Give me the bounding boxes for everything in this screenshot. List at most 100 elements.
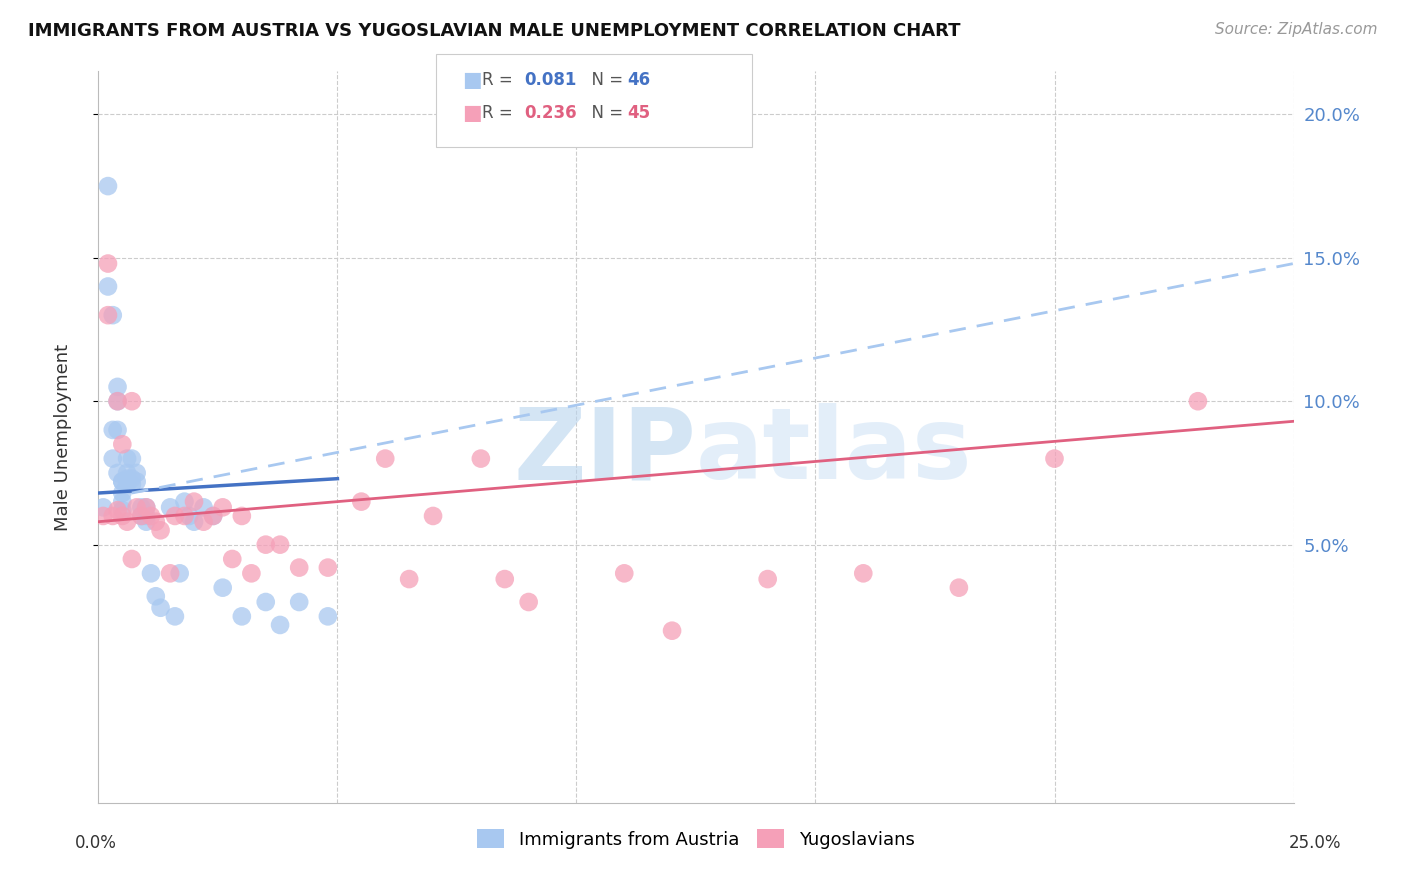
Point — [107, 466, 129, 480]
Point — [139, 566, 162, 581]
Text: ■: ■ — [463, 103, 482, 123]
Point — [125, 500, 148, 515]
Y-axis label: Male Unemployment: Male Unemployment — [53, 343, 72, 531]
Point — [97, 256, 120, 270]
Point — [101, 423, 124, 437]
Point — [163, 609, 186, 624]
Point — [97, 279, 120, 293]
Point — [107, 380, 129, 394]
Text: Source: ZipAtlas.com: Source: ZipAtlas.com — [1215, 22, 1378, 37]
Point — [111, 494, 134, 508]
Point — [316, 609, 339, 624]
Point — [115, 466, 138, 480]
Point — [131, 508, 153, 523]
Point — [661, 624, 683, 638]
Point — [350, 494, 373, 508]
Point — [101, 308, 124, 322]
Point — [121, 552, 143, 566]
Point — [111, 475, 134, 489]
Point — [1187, 394, 1209, 409]
Point — [121, 477, 143, 491]
Point — [139, 508, 162, 523]
Point — [107, 423, 129, 437]
Point — [269, 538, 291, 552]
Point — [125, 466, 148, 480]
Point — [111, 475, 134, 489]
Text: ■: ■ — [463, 70, 482, 90]
Point — [135, 500, 157, 515]
Point — [470, 451, 492, 466]
Point — [288, 560, 311, 574]
Point — [316, 560, 339, 574]
Point — [149, 600, 172, 615]
Point — [111, 486, 134, 500]
Point — [125, 475, 148, 489]
Point — [211, 500, 233, 515]
Point — [111, 503, 134, 517]
Point — [107, 394, 129, 409]
Point — [613, 566, 636, 581]
Legend: Immigrants from Austria, Yugoslavians: Immigrants from Austria, Yugoslavians — [470, 822, 922, 856]
Point — [173, 508, 195, 523]
Text: 0.081: 0.081 — [524, 71, 576, 89]
Point — [121, 394, 143, 409]
Text: R =: R = — [482, 104, 519, 122]
Point — [115, 477, 138, 491]
Point — [183, 515, 205, 529]
Point — [159, 566, 181, 581]
Point — [183, 494, 205, 508]
Point — [756, 572, 779, 586]
Point — [193, 515, 215, 529]
Point — [131, 508, 153, 523]
Point — [101, 451, 124, 466]
Text: 0.0%: 0.0% — [75, 834, 117, 852]
Point — [269, 618, 291, 632]
Point — [107, 394, 129, 409]
Point — [107, 503, 129, 517]
Point — [135, 515, 157, 529]
Point — [193, 500, 215, 515]
Point — [179, 508, 201, 523]
Point — [374, 451, 396, 466]
Point — [202, 508, 225, 523]
Text: R =: R = — [482, 71, 519, 89]
Point — [145, 589, 167, 603]
Point — [398, 572, 420, 586]
Point — [145, 515, 167, 529]
Point — [254, 538, 277, 552]
Point — [101, 508, 124, 523]
Point — [91, 500, 114, 515]
Text: 0.236: 0.236 — [524, 104, 576, 122]
Point — [135, 508, 157, 523]
Point — [211, 581, 233, 595]
Point — [111, 508, 134, 523]
Point — [173, 494, 195, 508]
Point — [111, 437, 134, 451]
Text: 45: 45 — [627, 104, 650, 122]
Point — [852, 566, 875, 581]
Text: N =: N = — [581, 71, 628, 89]
Point — [422, 508, 444, 523]
Point — [231, 508, 253, 523]
Point — [1043, 451, 1066, 466]
Point — [115, 451, 138, 466]
Point — [135, 500, 157, 515]
Point — [948, 581, 970, 595]
Point — [288, 595, 311, 609]
Text: 25.0%: 25.0% — [1288, 834, 1341, 852]
Point — [494, 572, 516, 586]
Text: 46: 46 — [627, 71, 650, 89]
Point — [149, 524, 172, 538]
Text: ZIP: ZIP — [513, 403, 696, 500]
Point — [97, 308, 120, 322]
Point — [169, 566, 191, 581]
Text: atlas: atlas — [696, 403, 973, 500]
Point — [97, 179, 120, 194]
Point — [121, 451, 143, 466]
Point — [240, 566, 263, 581]
Point — [202, 508, 225, 523]
Point — [221, 552, 243, 566]
Point — [131, 500, 153, 515]
Point — [163, 508, 186, 523]
Text: IMMIGRANTS FROM AUSTRIA VS YUGOSLAVIAN MALE UNEMPLOYMENT CORRELATION CHART: IMMIGRANTS FROM AUSTRIA VS YUGOSLAVIAN M… — [28, 22, 960, 40]
